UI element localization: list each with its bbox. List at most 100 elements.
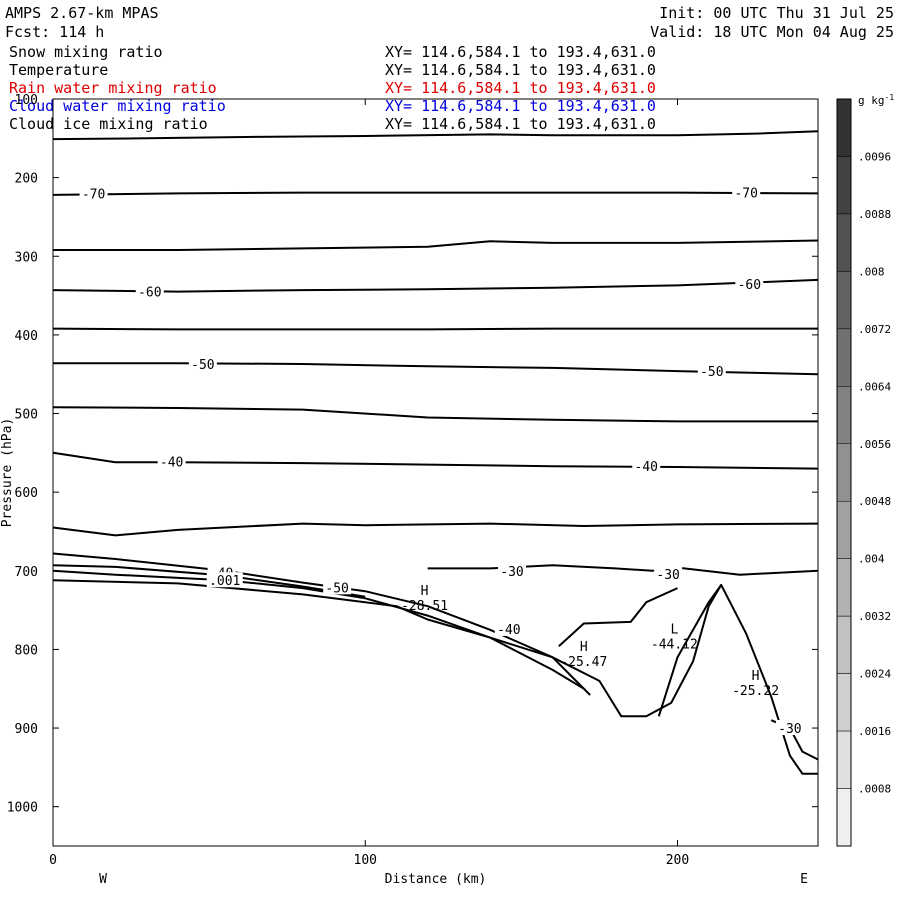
contour-label-bg (697, 363, 726, 379)
valid-time: Valid: 18 UTC Mon 04 Aug 25 (650, 23, 894, 41)
field-xy-range: XY= 114.6,584.1 to 193.4,631.0 (385, 61, 656, 79)
contour-label-bg (206, 572, 243, 588)
init-time: Init: 00 UTC Thu 31 Jul 25 (659, 4, 894, 22)
extremum-value: -25.47 (560, 655, 607, 670)
contour-label: -60 (138, 286, 161, 301)
colorbar-unit: g kg-1 (858, 93, 894, 107)
colorbar-segment (836, 443, 852, 502)
colorbar-tick-label: .0088 (858, 208, 891, 221)
colorbar-tick-label: .0048 (858, 495, 891, 508)
contour-label: -50 (700, 365, 723, 380)
contour-label: -70 (734, 187, 757, 202)
y-axis-title: Pressure (hPa) (0, 418, 15, 528)
extremum-marker: L (670, 623, 678, 638)
contour-line (52, 552, 591, 696)
x-axis-title: Distance (km) (385, 872, 487, 887)
y-tick-label: 400 (15, 329, 38, 344)
contour-label-bg (732, 184, 761, 200)
y-tick-label: 1000 (7, 801, 38, 816)
contour-label-bg (188, 355, 217, 371)
colorbar-tick-label: .004 (858, 553, 885, 566)
colorbar-segment (836, 98, 852, 157)
contour-label-bg (494, 620, 523, 636)
east-label: E (800, 872, 808, 887)
field-name: Cloud ice mixing ratio (9, 115, 208, 133)
contour-label-bg (654, 565, 683, 581)
colorbar-tick-label: .0056 (858, 438, 891, 451)
contour-label-bg (323, 579, 352, 595)
colorbar-segment (836, 558, 852, 617)
extremum-marker: H (752, 669, 760, 684)
contour-line (52, 278, 819, 293)
colorbar-tick-label: .0032 (858, 610, 891, 623)
colorbar-segment (836, 156, 852, 215)
colorbar-segment (836, 500, 852, 559)
extremum-value: -28.51 (401, 599, 448, 614)
contour-label: -40 (497, 623, 520, 638)
contour-line (52, 522, 819, 537)
colorbar-segment (836, 271, 852, 330)
y-tick-label: 100 (15, 93, 38, 108)
extremum-marker: H (421, 584, 429, 599)
y-tick-label: 300 (15, 250, 38, 265)
contour-label: -30 (778, 722, 801, 737)
colorbar-segment (836, 328, 852, 387)
field-xy-range: XY= 114.6,584.1 to 193.4,631.0 (385, 79, 656, 97)
contour-label-bg (775, 720, 804, 736)
field-name: Cloud water mixing ratio (9, 97, 226, 115)
extremum-value: -25.22 (732, 684, 779, 699)
field-name: Snow mixing ratio (9, 43, 163, 61)
model-title: AMPS 2.67-km MPAS (5, 4, 159, 22)
contour-line (558, 587, 678, 648)
contour-label: -30 (500, 565, 523, 580)
y-tick-label: 800 (15, 643, 38, 658)
contour-line (53, 239, 819, 251)
extremum-value: -44.12 (651, 638, 698, 653)
colorbar-segment (836, 673, 852, 732)
contour-label-bg (735, 275, 764, 291)
field-xy-range: XY= 114.6,584.1 to 193.4,631.0 (385, 115, 656, 133)
colorbar-segment (836, 730, 852, 789)
contour-label-bg (157, 453, 186, 469)
contour-line (427, 564, 819, 576)
forecast-hour: Fcst: 114 h (5, 23, 105, 41)
contour-label: -40 (160, 455, 183, 470)
colorbar-tick-label: .0096 (858, 150, 891, 163)
contour-label-bg (632, 458, 661, 474)
contour-label-bg (79, 185, 108, 201)
contour-label: -60 (738, 278, 761, 293)
colorbar-segment (836, 615, 852, 674)
contour-line (52, 191, 819, 196)
colorbar-tick-label: .0064 (858, 380, 891, 393)
colorbar-tick-label: .008 (858, 265, 885, 278)
contour-label: -40 (635, 460, 658, 475)
contour-line (53, 362, 819, 376)
contour-label-bg (498, 562, 526, 578)
y-tick-label: 700 (15, 565, 38, 580)
colorbar-segment (836, 213, 852, 272)
field-name: Rain water mixing ratio (9, 79, 217, 97)
field-xy-range: XY= 114.6,584.1 to 193.4,631.0 (385, 43, 656, 61)
contour-label: .001 (209, 574, 240, 589)
field-xy-range: XY= 114.6,584.1 to 193.4,631.0 (385, 97, 656, 115)
field-name: Temperature (9, 61, 109, 79)
contour-line (52, 406, 818, 423)
contour-line (52, 327, 818, 331)
colorbar-segment (836, 386, 852, 445)
plot-frame (52, 98, 819, 847)
contour-label: -30 (656, 568, 679, 583)
colorbar-frame (836, 98, 852, 847)
contour-label: -50 (325, 581, 348, 596)
extremum-marker: H (580, 640, 588, 655)
colorbar-tick-label: .0072 (858, 323, 891, 336)
colorbar-tick-label: .0024 (858, 668, 891, 681)
colorbar-tick-label: .0008 (858, 783, 891, 796)
contour-line (657, 584, 723, 717)
y-tick-label: 200 (15, 172, 38, 187)
west-label: W (99, 872, 107, 887)
y-tick-label: 600 (15, 486, 38, 501)
y-tick-label: 900 (15, 722, 38, 737)
x-tick-label: 200 (666, 853, 689, 868)
contour-line (52, 130, 819, 141)
